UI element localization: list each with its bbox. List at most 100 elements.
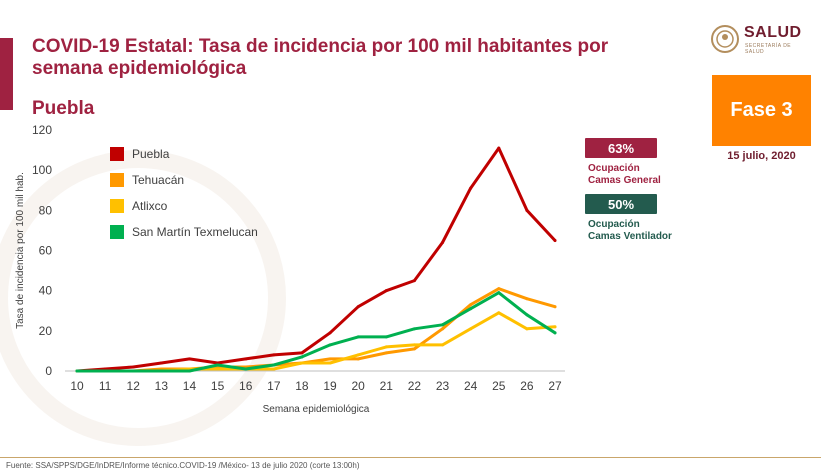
x-tick-label: 21 [380, 379, 394, 393]
data-point-san-martin-texmelucan [469, 307, 473, 311]
data-point-san-martin-texmelucan [131, 369, 135, 373]
general-beds-occupancy-value: 63% [585, 138, 657, 158]
y-tick-label: 0 [45, 364, 52, 378]
data-point-san-martin-texmelucan [159, 369, 163, 373]
legend-label-atlixco: Atlixco [132, 199, 168, 213]
data-point-atlixco [497, 311, 501, 315]
data-point-puebla [131, 365, 135, 369]
y-tick-label: 100 [32, 163, 52, 177]
data-point-puebla [272, 353, 276, 357]
data-point-atlixco [356, 353, 360, 357]
data-point-puebla [441, 240, 445, 244]
data-point-san-martin-texmelucan [384, 335, 388, 339]
legend-item-tehuacan: Tehuacán [110, 167, 258, 193]
chart-legend: Puebla Tehuacán Atlixco San Martín Texme… [110, 141, 258, 245]
general-beds-label-line2: Camas General [588, 175, 661, 186]
data-point-atlixco [384, 345, 388, 349]
x-tick-label: 13 [155, 379, 169, 393]
legend-label-tehuacan: Tehuacán [132, 173, 185, 187]
y-tick-label: 60 [39, 244, 53, 258]
x-tick-label: 20 [351, 379, 365, 393]
series-line-san-martin-texmelucan [75, 291, 557, 373]
data-point-puebla [553, 238, 557, 242]
data-point-atlixco [216, 367, 220, 371]
data-point-san-martin-texmelucan [412, 327, 416, 331]
data-point-puebla [525, 208, 529, 212]
x-axis-label: Semana epidemiológica [263, 404, 370, 415]
data-point-atlixco [412, 343, 416, 347]
salud-logo: SALUD SECRETARÍA DE SALUD [708, 22, 812, 56]
footer-divider [0, 457, 821, 458]
y-tick-label: 80 [39, 203, 53, 217]
ventilator-beds-occupancy-value: 50% [585, 194, 657, 214]
data-point-puebla [187, 357, 191, 361]
accent-bar [0, 38, 13, 110]
ventilator-beds-label-line1: Ocupación [588, 219, 640, 230]
legend-swatch-atlixco [110, 199, 124, 213]
region-title: Puebla [32, 98, 95, 119]
data-point-atlixco [525, 327, 529, 331]
data-point-puebla [497, 146, 501, 150]
legend-label-puebla: Puebla [132, 147, 170, 161]
data-point-san-martin-texmelucan [441, 323, 445, 327]
source-footnote: Fuente: SSA/SPPS/DGE/InDRE/Informe técni… [6, 461, 360, 470]
x-tick-label: 23 [436, 379, 450, 393]
x-tick-label: 24 [464, 379, 478, 393]
report-date: 15 julio, 2020 [727, 150, 796, 162]
general-beds-label-line1: Ocupación [588, 163, 640, 174]
data-point-tehuacan [441, 327, 445, 331]
x-tick-label: 12 [127, 379, 141, 393]
y-axis-label: Tasa de incidencia por 100 mil hab. [15, 172, 26, 329]
data-point-atlixco [328, 361, 332, 365]
data-point-puebla [384, 289, 388, 293]
data-point-san-martin-texmelucan [553, 331, 557, 335]
data-point-atlixco [272, 367, 276, 371]
data-point-atlixco [441, 343, 445, 347]
data-point-puebla [159, 361, 163, 365]
page-title: COVID-19 Estatal: Tasa de incidencia por… [32, 36, 609, 79]
data-point-tehuacan [497, 287, 501, 291]
x-tick-label: 10 [70, 379, 84, 393]
legend-swatch-puebla [110, 147, 124, 161]
x-tick-label: 15 [211, 379, 225, 393]
legend-item-san-martin: San Martín Texmelucan [110, 219, 258, 245]
x-tick-label: 26 [520, 379, 534, 393]
x-tick-label: 22 [408, 379, 422, 393]
x-tick-label: 17 [267, 379, 281, 393]
series-line-tehuacan [75, 287, 557, 373]
ventilator-beds-label-line2: Camas Ventilador [588, 231, 672, 242]
y-tick-label: 40 [39, 284, 53, 298]
x-tick-label: 11 [99, 379, 112, 393]
data-point-tehuacan [384, 351, 388, 355]
data-point-san-martin-texmelucan [75, 369, 79, 373]
data-point-puebla [356, 305, 360, 309]
data-point-san-martin-texmelucan [356, 335, 360, 339]
phase-badge: Fase 3 [712, 75, 811, 146]
data-point-puebla [244, 357, 248, 361]
data-point-puebla [300, 351, 304, 355]
y-tick-label: 120 [32, 123, 52, 137]
data-point-san-martin-texmelucan [244, 367, 248, 371]
data-point-san-martin-texmelucan [328, 343, 332, 347]
series-line-puebla [75, 146, 557, 373]
data-point-atlixco [553, 325, 557, 329]
data-point-tehuacan [469, 303, 473, 307]
general-beds-occupancy-label: Ocupación Camas General [588, 163, 661, 187]
y-tick-label: 20 [39, 324, 53, 338]
logo-text: SALUD [744, 24, 802, 41]
logo-subtext: SECRETARÍA DE SALUD [745, 43, 792, 55]
legend-item-atlixco: Atlixco [110, 193, 258, 219]
data-point-tehuacan [525, 297, 529, 301]
data-point-san-martin-texmelucan [187, 369, 191, 373]
data-point-tehuacan [412, 347, 416, 351]
data-point-tehuacan [328, 357, 332, 361]
x-tick-label: 18 [295, 379, 309, 393]
data-point-atlixco [469, 327, 473, 331]
legend-item-puebla: Puebla [110, 141, 258, 167]
legend-swatch-san-martin [110, 225, 124, 239]
data-point-san-martin-texmelucan [497, 291, 501, 295]
data-point-san-martin-texmelucan [525, 313, 529, 317]
x-tick-label: 19 [323, 379, 337, 393]
legend-swatch-tehuacan [110, 173, 124, 187]
